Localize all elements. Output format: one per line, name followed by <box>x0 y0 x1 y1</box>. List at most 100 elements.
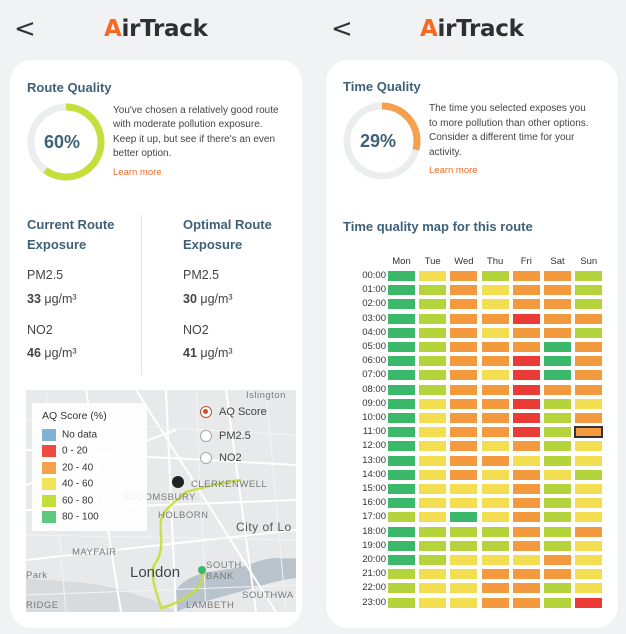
time-cell[interactable] <box>575 356 603 367</box>
time-cell[interactable] <box>450 342 478 352</box>
time-cell[interactable] <box>388 597 415 608</box>
time-cell[interactable] <box>544 285 571 296</box>
time-cell[interactable] <box>388 540 415 551</box>
time-cell[interactable] <box>481 512 509 523</box>
time-cell[interactable] <box>575 512 603 523</box>
time-cell[interactable] <box>512 569 540 580</box>
time-cell[interactable] <box>481 583 509 594</box>
time-cell[interactable] <box>544 469 571 480</box>
time-cell[interactable] <box>575 526 603 537</box>
time-cell[interactable] <box>575 441 603 452</box>
time-cell[interactable] <box>512 540 540 551</box>
time-cell[interactable] <box>419 313 447 324</box>
time-cell[interactable] <box>512 413 540 423</box>
time-cell[interactable] <box>481 271 509 281</box>
time-cell[interactable] <box>388 413 415 423</box>
time-cell[interactable] <box>419 356 447 367</box>
time-cell[interactable] <box>450 384 478 395</box>
time-cell[interactable] <box>481 555 509 565</box>
route-map[interactable]: Islington CLERKENWELL BLOOMSBURY HOLBORN… <box>26 390 296 612</box>
time-cell[interactable] <box>481 285 509 296</box>
time-cell[interactable] <box>419 512 447 523</box>
time-cell[interactable] <box>450 327 478 338</box>
time-cell[interactable] <box>481 398 509 409</box>
time-cell[interactable] <box>544 569 571 580</box>
time-cell[interactable] <box>575 597 603 608</box>
time-cell[interactable] <box>512 555 540 565</box>
time-cell[interactable] <box>388 569 415 580</box>
time-cell[interactable] <box>388 441 415 452</box>
time-cell[interactable] <box>575 583 603 594</box>
time-cell[interactable] <box>481 540 509 551</box>
time-cell[interactable] <box>544 427 571 438</box>
back-button-right[interactable]: < <box>331 14 353 44</box>
time-cell[interactable] <box>544 342 571 352</box>
time-cell[interactable] <box>481 370 509 381</box>
time-cell[interactable] <box>512 526 540 537</box>
time-cell[interactable] <box>575 327 603 338</box>
time-cell[interactable] <box>544 398 571 409</box>
time-cell[interactable] <box>512 285 540 296</box>
time-cell[interactable] <box>419 384 447 395</box>
time-cell[interactable] <box>481 327 509 338</box>
time-cell[interactable] <box>512 498 540 509</box>
time-cell[interactable] <box>419 597 447 608</box>
time-cell[interactable] <box>450 469 478 480</box>
time-cell[interactable] <box>450 441 478 452</box>
time-cell[interactable] <box>388 271 415 281</box>
time-cell[interactable] <box>419 370 447 381</box>
time-cell[interactable] <box>419 526 447 537</box>
time-cell[interactable] <box>388 285 415 296</box>
time-cell[interactable] <box>544 441 571 452</box>
time-cell[interactable] <box>450 512 478 523</box>
option-pm25[interactable]: PM2.5 <box>200 430 251 442</box>
time-cell[interactable] <box>388 327 415 338</box>
time-cell[interactable] <box>450 583 478 594</box>
time-cell[interactable] <box>512 455 540 466</box>
time-cell[interactable] <box>575 370 603 381</box>
time-cell[interactable] <box>512 313 540 324</box>
time-cell[interactable] <box>544 413 571 423</box>
time-cell[interactable] <box>388 512 415 523</box>
time-cell[interactable] <box>575 398 603 409</box>
time-cell[interactable] <box>512 271 540 281</box>
learn-more-link-right[interactable]: Learn more <box>429 165 478 176</box>
time-cell[interactable] <box>450 299 478 310</box>
time-cell[interactable] <box>544 512 571 523</box>
time-cell[interactable] <box>575 342 603 352</box>
learn-more-link[interactable]: Learn more <box>113 167 162 178</box>
time-cell[interactable] <box>388 299 415 310</box>
time-cell[interactable] <box>512 512 540 523</box>
time-cell[interactable] <box>544 597 571 608</box>
time-cell[interactable] <box>481 427 509 438</box>
time-cell[interactable] <box>419 427 447 438</box>
time-cell[interactable] <box>481 469 509 480</box>
time-cell[interactable] <box>450 569 478 580</box>
time-cell[interactable] <box>450 484 478 494</box>
time-cell[interactable] <box>575 285 603 296</box>
time-cell[interactable] <box>512 441 540 452</box>
time-cell[interactable] <box>512 597 540 608</box>
time-cell[interactable] <box>512 327 540 338</box>
time-cell[interactable] <box>575 469 603 480</box>
time-cell[interactable] <box>450 370 478 381</box>
time-cell[interactable] <box>481 384 509 395</box>
time-cell[interactable] <box>450 398 478 409</box>
time-cell[interactable] <box>388 455 415 466</box>
time-cell[interactable] <box>544 384 571 395</box>
time-cell[interactable] <box>544 327 571 338</box>
time-cell[interactable] <box>575 271 603 281</box>
time-cell[interactable] <box>450 498 478 509</box>
time-cell[interactable] <box>419 583 447 594</box>
time-cell[interactable] <box>388 555 415 565</box>
time-cell[interactable] <box>450 555 478 565</box>
time-cell[interactable] <box>388 498 415 509</box>
time-cell[interactable] <box>575 384 603 395</box>
time-cell[interactable] <box>544 484 571 494</box>
time-cell[interactable] <box>388 427 415 438</box>
time-cell[interactable] <box>481 569 509 580</box>
time-cell[interactable] <box>481 498 509 509</box>
time-cell[interactable] <box>575 498 603 509</box>
time-cell[interactable] <box>388 370 415 381</box>
time-cell[interactable] <box>388 469 415 480</box>
